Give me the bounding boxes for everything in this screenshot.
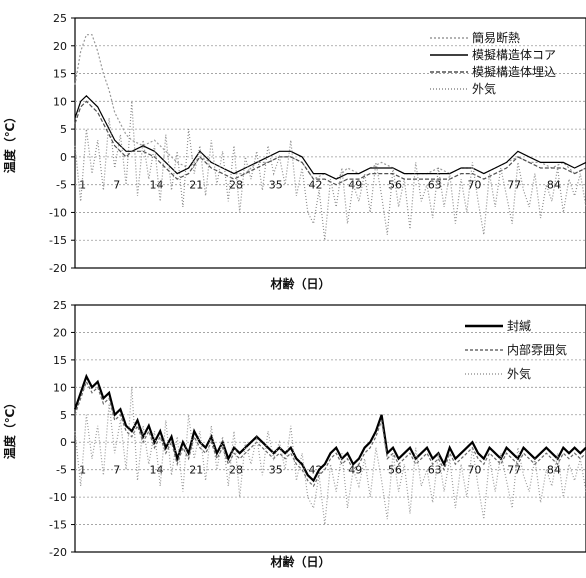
y-axis-title: 温度（℃）	[2, 397, 17, 460]
legend-label: 内部雰囲気	[507, 342, 567, 357]
y-tick-label: -5	[56, 464, 67, 477]
x-tick-label: 70	[467, 179, 481, 192]
y-tick-label: 25	[53, 299, 67, 312]
y-tick-label: 5	[60, 409, 67, 422]
y-tick-label: 0	[60, 436, 67, 449]
x-tick-label: 1	[79, 464, 86, 477]
series-line-2	[74, 100, 586, 186]
legend-label: 外気	[472, 81, 496, 96]
y-tick-label: 15	[53, 68, 67, 81]
y-tick-label: -15	[49, 234, 67, 247]
y-tick-label: 10	[53, 381, 67, 394]
x-tick-label: 14	[149, 179, 163, 192]
x-tick-label: 63	[428, 179, 442, 192]
x-tick-label: 28	[229, 464, 243, 477]
x-tick-label: 49	[348, 179, 362, 192]
series-line-1	[74, 380, 586, 488]
legend-label: 模擬構造体埋込	[472, 64, 556, 79]
x-tick-label: 1	[79, 179, 86, 192]
x-tick-label: 14	[149, 464, 163, 477]
x-tick-label: 56	[388, 464, 402, 477]
y-tick-label: 20	[53, 40, 67, 53]
legend-label: 模擬構造体コア	[472, 47, 556, 62]
y-tick-label: 10	[53, 95, 67, 108]
x-tick-label: 77	[507, 179, 521, 192]
x-tick-label: 84	[547, 179, 561, 192]
x-tick-label: 84	[547, 464, 561, 477]
y-tick-label: 0	[60, 151, 67, 164]
x-tick-label: 63	[428, 464, 442, 477]
y-tick-label: -15	[49, 519, 67, 532]
x-tick-label: 21	[189, 179, 203, 192]
y-tick-label: -5	[56, 179, 67, 192]
x-tick-label: 28	[229, 179, 243, 192]
x-tick-label: 70	[467, 464, 481, 477]
y-tick-label: 20	[53, 326, 67, 339]
y-tick-label: 15	[53, 354, 67, 367]
x-tick-label: 35	[269, 179, 283, 192]
x-tick-label: 42	[308, 464, 322, 477]
y-tick-label: -10	[49, 491, 67, 504]
plot-frame	[74, 17, 586, 269]
x-tick-label: 35	[269, 464, 283, 477]
series-line-0	[73, 373, 586, 483]
y-tick-label: 5	[60, 123, 67, 136]
x-tick-label: 42	[308, 179, 322, 192]
y-axis-title: 温度（℃）	[2, 111, 17, 174]
plot-frame	[74, 304, 586, 553]
legend-label: 外気	[507, 366, 531, 381]
y-tick-label: 25	[53, 12, 67, 25]
y-tick-label: -20	[49, 546, 67, 559]
legend-label: 簡易断熱	[472, 30, 520, 45]
x-tick-label: 7	[113, 179, 120, 192]
y-tick-label: -10	[49, 206, 67, 219]
x-axis-title: 材齢（日）	[269, 276, 330, 291]
x-tick-label: 77	[507, 464, 521, 477]
x-tick-label: 7	[113, 464, 120, 477]
series-line-3	[74, 101, 586, 241]
x-tick-label: 21	[189, 464, 203, 477]
legend-label: 封緘	[507, 319, 531, 333]
x-axis-title: 材齢（日）	[269, 554, 330, 569]
y-tick-label: -20	[49, 262, 67, 275]
